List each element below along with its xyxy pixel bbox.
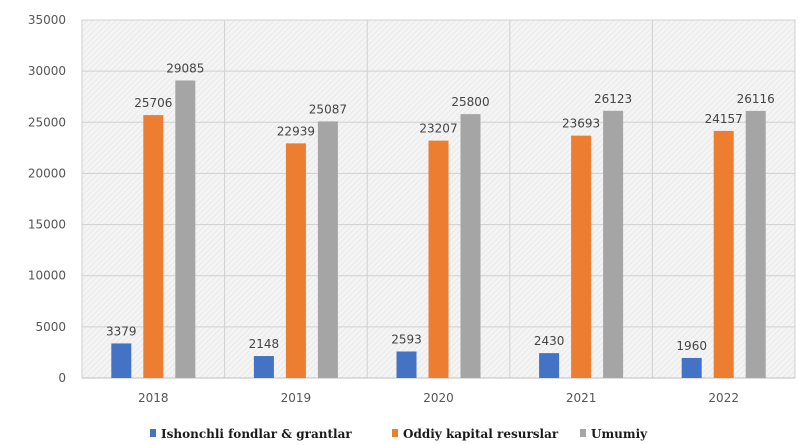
- bar-2019-series-1: [254, 356, 274, 378]
- y-tick-label: 25000: [28, 115, 66, 129]
- data-label: 22939: [277, 124, 315, 138]
- x-tick-label: 2018: [138, 391, 169, 405]
- y-axis: 0 5000 10000 15000 20000 25000 30000 35000: [28, 13, 66, 385]
- legend-swatch: [580, 429, 586, 437]
- bar-2022-series-3: [746, 111, 766, 378]
- bar-2021-series-2: [571, 136, 591, 378]
- data-label: 2148: [249, 337, 280, 351]
- data-label: 24157: [705, 112, 743, 126]
- bar-2020-series-1: [397, 351, 417, 378]
- bar-2021-series-3: [603, 111, 623, 378]
- data-label: 25706: [134, 96, 172, 110]
- data-label: 2430: [534, 334, 565, 348]
- x-tick-label: 2022: [708, 391, 739, 405]
- data-label: 25800: [451, 95, 489, 109]
- legend-label: Ishonchli fondlar & grantlar: [161, 427, 352, 441]
- data-label: 1960: [676, 339, 707, 353]
- legend-swatch: [150, 429, 156, 437]
- legend-label: Oddiy kapital resurslar: [403, 427, 559, 441]
- bar-2020-series-3: [461, 114, 481, 378]
- bar-2022-series-1: [682, 358, 702, 378]
- legend-label: Umumiy: [591, 427, 648, 441]
- x-tick-label: 2019: [281, 391, 312, 405]
- bar-2018-series-1: [111, 343, 131, 378]
- y-tick-label: 35000: [28, 13, 66, 27]
- x-axis: 2018 2019 2020 2021 2022: [138, 391, 739, 405]
- legend: Ishonchli fondlar & grantlar Oddiy kapita…: [150, 427, 648, 441]
- data-label: 2593: [391, 332, 422, 346]
- bar-2022-series-2: [714, 131, 734, 378]
- bar-2019-series-2: [286, 143, 306, 378]
- bar-2020-series-2: [429, 141, 449, 378]
- x-tick-label: 2021: [566, 391, 597, 405]
- y-tick-label: 20000: [28, 166, 66, 180]
- data-label: 26123: [594, 92, 632, 106]
- y-tick-label: 5000: [35, 320, 66, 334]
- y-tick-label: 30000: [28, 64, 66, 78]
- data-label: 29085: [166, 62, 204, 76]
- data-label: 23207: [419, 122, 457, 136]
- y-tick-label: 15000: [28, 218, 66, 232]
- x-tick-label: 2020: [423, 391, 454, 405]
- bar-2018-series-2: [143, 115, 163, 378]
- y-tick-label: 10000: [28, 269, 66, 283]
- data-label: 26116: [737, 92, 775, 106]
- y-tick-label: 0: [58, 371, 66, 385]
- data-label: 3379: [106, 324, 137, 338]
- bar-2019-series-3: [318, 121, 338, 378]
- data-label: 25087: [309, 102, 347, 116]
- legend-swatch: [392, 429, 398, 437]
- data-label: 23693: [562, 117, 600, 131]
- bar-2021-series-1: [539, 353, 559, 378]
- bar-2018-series-3: [175, 81, 195, 378]
